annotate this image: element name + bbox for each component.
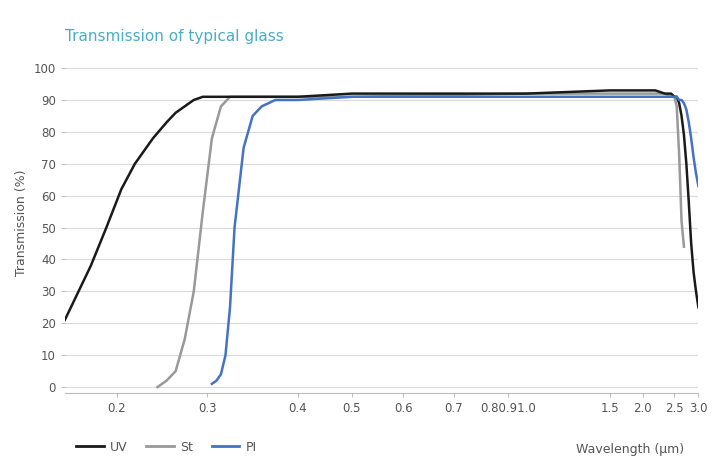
UV (670, 94, 679, 100)
UV (639, 88, 647, 93)
PI (271, 97, 279, 103)
UV (667, 91, 675, 96)
PI (348, 94, 356, 100)
Line: PI: PI (212, 97, 698, 384)
UV (162, 119, 171, 125)
UV (682, 161, 690, 167)
St (670, 94, 679, 100)
St (244, 94, 253, 100)
St (651, 91, 660, 96)
Text: Wavelength (μm): Wavelength (μm) (576, 443, 684, 456)
Y-axis label: Transmission (%): Transmission (%) (15, 170, 28, 276)
UV (685, 199, 693, 205)
St (189, 289, 198, 294)
St (258, 94, 266, 100)
St (294, 94, 302, 100)
St (217, 103, 225, 109)
UV (294, 94, 302, 100)
St (348, 94, 356, 100)
St (675, 151, 683, 157)
PI (639, 94, 647, 100)
UV (60, 317, 69, 323)
PI (294, 97, 302, 103)
UV (689, 269, 698, 275)
PI (522, 94, 531, 100)
St (606, 91, 614, 96)
PI (217, 372, 225, 377)
St (162, 378, 171, 383)
Line: St: St (158, 93, 684, 387)
PI (284, 97, 293, 103)
Legend: UV, St, PI: UV, St, PI (71, 436, 261, 459)
UV (189, 97, 198, 103)
UV (130, 161, 139, 167)
PI (664, 94, 672, 100)
PI (692, 171, 701, 176)
UV (687, 241, 696, 246)
St (680, 244, 688, 249)
UV (217, 94, 225, 100)
St (678, 219, 686, 224)
PI (689, 155, 698, 160)
PI (682, 107, 690, 112)
PI (258, 103, 266, 109)
UV (102, 225, 111, 230)
PI (672, 94, 681, 100)
PI (675, 97, 683, 103)
UV (486, 91, 495, 96)
UV (86, 263, 95, 269)
UV (207, 94, 216, 100)
PI (685, 119, 693, 125)
St (153, 384, 162, 390)
St (235, 94, 243, 100)
UV (171, 110, 180, 116)
St (199, 209, 207, 214)
PI (239, 145, 248, 151)
UV (522, 91, 531, 96)
UV (606, 88, 614, 93)
UV (199, 94, 207, 100)
PI (248, 113, 257, 119)
Text: Transmission of typical glass: Transmission of typical glass (65, 29, 284, 44)
PI (212, 378, 221, 383)
UV (675, 100, 683, 106)
PI (694, 183, 703, 189)
PI (230, 225, 239, 230)
St (660, 91, 669, 96)
UV (230, 94, 239, 100)
St (667, 94, 675, 100)
PI (606, 94, 614, 100)
Line: UV: UV (65, 91, 698, 320)
St (207, 136, 216, 141)
UV (694, 304, 703, 310)
PI (207, 381, 216, 387)
UV (117, 186, 125, 192)
PI (680, 100, 688, 106)
PI (225, 304, 234, 310)
St (522, 91, 531, 96)
UV (678, 113, 686, 119)
St (672, 103, 681, 109)
St (639, 91, 647, 96)
UV (248, 94, 257, 100)
UV (148, 136, 157, 141)
UV (348, 91, 356, 96)
UV (692, 289, 701, 294)
St (225, 94, 234, 100)
St (171, 368, 180, 374)
UV (181, 103, 189, 109)
PI (687, 136, 696, 141)
UV (651, 88, 660, 93)
PI (670, 94, 679, 100)
PI (678, 97, 686, 103)
PI (221, 352, 230, 358)
St (181, 337, 189, 342)
UV (660, 91, 669, 96)
UV (672, 94, 681, 100)
UV (680, 132, 688, 138)
